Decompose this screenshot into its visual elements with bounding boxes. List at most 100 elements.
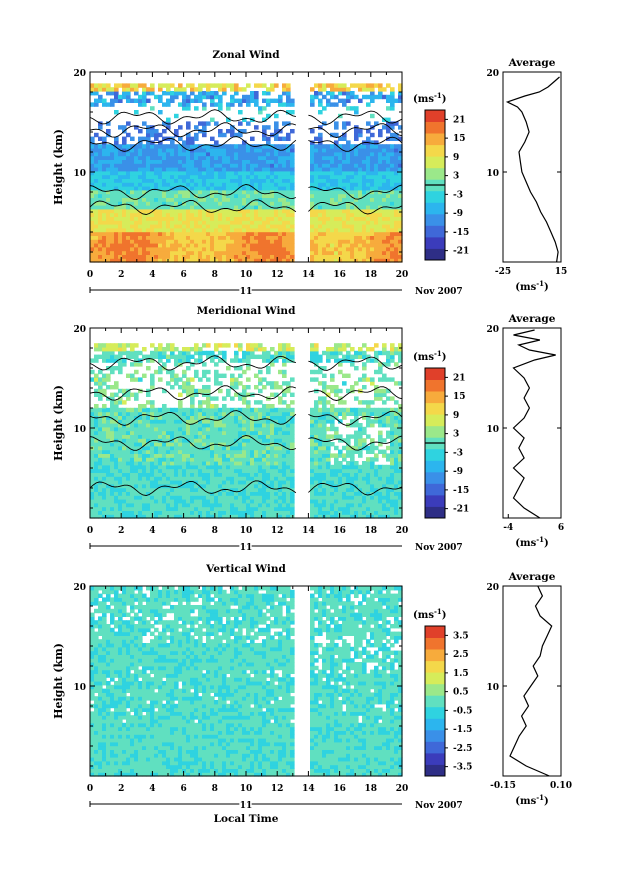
zero-contours <box>89 109 403 215</box>
x-tick-label: 14 <box>302 526 315 536</box>
x-tick-label: 20 <box>396 526 409 536</box>
colorbar-tick-label: -3 <box>453 448 463 458</box>
colorbar-frame <box>424 625 446 777</box>
colorbar-swatch <box>425 729 445 742</box>
colorbar-swatch <box>425 460 445 473</box>
day-axis: 11 Nov 2007 <box>89 800 463 813</box>
colorbar-tick-label: 9 <box>453 411 459 421</box>
colorbar-swatch <box>425 402 445 415</box>
profile-y-tick-label: 20 <box>486 325 499 335</box>
profile-line <box>509 585 553 777</box>
colorbar-swatch <box>425 706 445 719</box>
contour-line <box>89 435 403 451</box>
y-axis-label: Height (km) <box>52 129 65 205</box>
chart-title: Zonal Wind <box>212 49 280 61</box>
profile-x-tick-label: 15 <box>555 267 568 277</box>
colorbar-swatch <box>425 414 445 427</box>
colorbar-swatch <box>425 494 445 507</box>
contour-line <box>89 109 403 125</box>
x-tick-label: 14 <box>302 784 315 794</box>
x-tick-label: 4 <box>149 784 155 794</box>
colorbar-tick-label: 9 <box>453 153 459 163</box>
colorbar-swatch <box>425 213 445 226</box>
colorbar-swatch <box>425 471 445 484</box>
colorbar-tick-label: 15 <box>453 392 466 402</box>
x-tick-label: 12 <box>271 526 284 536</box>
x-tick-label: 6 <box>180 270 186 280</box>
profile-line <box>505 76 560 263</box>
colorbar: 21 15 9 3 -3 -9 -15 -21 (ms-1) <box>413 349 469 519</box>
colorbar-swatch <box>425 626 445 638</box>
colorbar-swatch <box>425 672 445 685</box>
colorbar-swatch <box>425 695 445 708</box>
profile-y-tick-label: 10 <box>486 169 499 179</box>
x-tick-label: 2 <box>118 784 124 794</box>
profile-frame <box>502 327 562 519</box>
profile-y-tick-label: 20 <box>486 69 499 79</box>
x-tick-label: 6 <box>180 784 186 794</box>
colorbar-swatch <box>425 448 445 461</box>
colorbar-swatch <box>425 764 445 777</box>
colorbar-swatch <box>425 202 445 215</box>
colorbar-tick-label: 2.5 <box>453 650 469 660</box>
colorbar-unit-label: (ms-1) <box>413 607 446 621</box>
contour-line <box>89 480 403 496</box>
x-tick-label: 10 <box>240 526 253 536</box>
colorbar-tick-label: -9 <box>453 467 463 477</box>
colorbar-tick-label: 1.5 <box>453 669 469 679</box>
x-tick-label: 0 <box>87 526 93 536</box>
x-axis: 0 2 4 6 8 10 12 14 16 18 20 <box>87 586 408 794</box>
profile-x-tick-label: -4 <box>503 523 513 533</box>
profile-title: Average <box>508 57 556 69</box>
x-tick-label: 20 <box>396 270 409 280</box>
x-axis-label: Local Time <box>214 813 279 825</box>
colorbar-swatch <box>425 752 445 765</box>
profile-frame <box>502 585 562 777</box>
y-axis: 10 20 <box>73 325 402 509</box>
profile-title: Average <box>508 571 556 583</box>
x-tick-label: 18 <box>365 784 378 794</box>
x-tick-label: 16 <box>333 526 346 536</box>
profile-title: Average <box>508 313 556 325</box>
x-tick-label: 10 <box>240 270 253 280</box>
x-tick-label: 4 <box>149 270 155 280</box>
x-axis: 0 2 4 6 8 10 12 14 16 18 20 <box>87 72 408 280</box>
y-tick-label: 20 <box>73 69 86 79</box>
colorbar-swatch <box>425 368 445 380</box>
contour-line <box>89 184 403 200</box>
profile-y-tick-label: 20 <box>486 583 499 593</box>
x-axis: 0 2 4 6 8 10 12 14 16 18 20 <box>87 328 408 536</box>
day-label: 11 <box>240 801 253 811</box>
colorbar-swatch <box>425 248 445 261</box>
profile-x-tick-label: 0.10 <box>550 781 572 791</box>
average-profile: Average 10 20 -0.15 0.10(ms-1) <box>486 571 571 807</box>
y-axis-label: Height (km) <box>52 643 65 719</box>
colorbar-swatch <box>425 649 445 662</box>
colorbar-swatch <box>425 683 445 696</box>
x-tick-label: 8 <box>212 784 218 794</box>
x-tick-label: 8 <box>212 270 218 280</box>
x-tick-label: 18 <box>365 270 378 280</box>
date-label: Nov 2007 <box>415 543 463 553</box>
y-tick-label: 10 <box>73 683 86 693</box>
colorbar-swatch <box>425 391 445 404</box>
colorbar-swatch <box>425 660 445 673</box>
x-tick-label: 0 <box>87 784 93 794</box>
contour-line <box>89 355 403 371</box>
colorbar-swatch <box>425 718 445 731</box>
colorbar-swatch <box>425 506 445 519</box>
colorbar-swatch <box>425 425 445 438</box>
colorbar-swatch <box>425 483 445 496</box>
day-axis: 11 Nov 2007 <box>89 286 463 299</box>
colorbar-tick-label: 21 <box>453 373 466 383</box>
zero-contours <box>89 355 403 496</box>
colorbar-unit-label: (ms-1) <box>413 349 446 363</box>
colorbar-swatch <box>425 167 445 180</box>
x-tick-label: 10 <box>240 784 253 794</box>
day-label: 11 <box>240 287 253 297</box>
x-tick-label: 2 <box>118 270 124 280</box>
colorbar-tick-label: -0.5 <box>453 706 472 716</box>
x-tick-label: 12 <box>271 784 284 794</box>
colorbar-tick-label: 15 <box>453 134 466 144</box>
